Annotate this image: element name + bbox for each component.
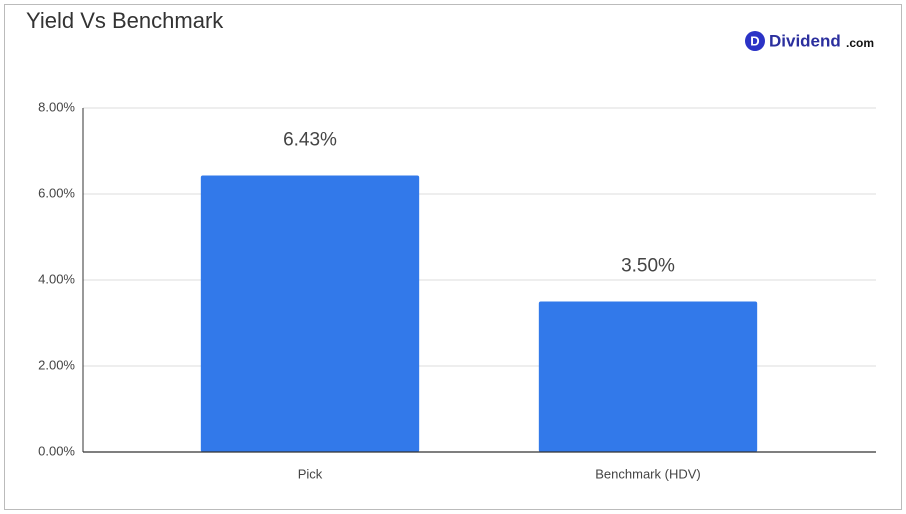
data-label: 6.43% bbox=[283, 130, 337, 151]
logo-suffix: .com bbox=[846, 36, 874, 50]
y-tick-label: 0.00% bbox=[38, 443, 75, 458]
bar bbox=[538, 301, 758, 452]
y-tick-label: 8.00% bbox=[38, 99, 75, 114]
y-tick-label: 4.00% bbox=[38, 271, 75, 286]
logo-icon-bg bbox=[745, 31, 765, 51]
y-tick-label: 2.00% bbox=[38, 357, 75, 372]
bar bbox=[200, 175, 420, 452]
logo-name: Dividend bbox=[769, 31, 841, 50]
x-tick-label: Pick bbox=[298, 466, 323, 481]
chart-title: Yield Vs Benchmark bbox=[26, 8, 224, 33]
data-label: 3.50% bbox=[621, 256, 675, 277]
chart-frame bbox=[4, 4, 902, 510]
logo-icon: D bbox=[750, 33, 759, 48]
x-tick-label: Benchmark (HDV) bbox=[595, 466, 700, 481]
y-tick-label: 6.00% bbox=[38, 185, 75, 200]
